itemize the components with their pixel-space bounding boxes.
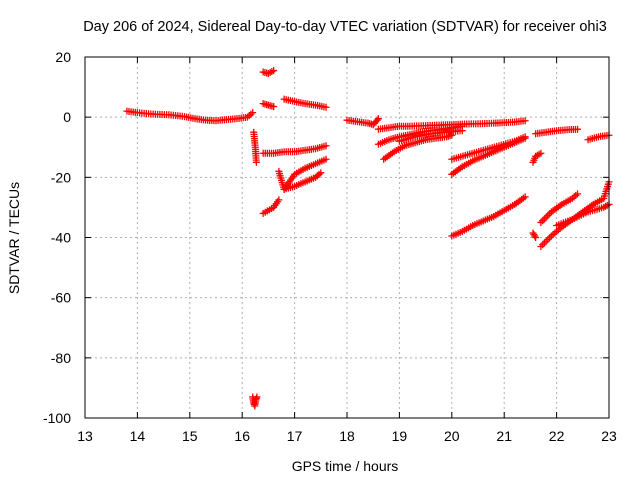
series-arc-19 — [532, 125, 582, 138]
data-point — [537, 218, 545, 226]
data-point — [270, 67, 278, 75]
data-point — [539, 217, 547, 225]
series-arc-3 — [250, 128, 260, 166]
data-point — [531, 232, 539, 240]
data-point — [322, 103, 330, 111]
x-tick-label: 19 — [392, 428, 408, 444]
data-point — [542, 237, 550, 245]
data-point — [374, 115, 382, 123]
x-axis: 13 14 15 16 17 18 19 20 21 22 23 — [77, 57, 617, 444]
data-point — [540, 239, 548, 247]
data-point — [574, 125, 582, 133]
y-tick-label: 20 — [55, 49, 71, 65]
data-point — [322, 142, 330, 150]
series-arc-14 — [380, 131, 456, 163]
x-tick-label: 16 — [234, 428, 250, 444]
y-axis: -100 -80 -60 -40 -20 0 20 — [43, 49, 609, 426]
series-arc-16 — [448, 133, 529, 163]
y-tick-label: -100 — [43, 410, 71, 426]
series-arc-1 — [123, 107, 257, 125]
series-arc-15 — [395, 127, 466, 145]
series-arc-21 — [529, 229, 540, 241]
series-arc-20 — [529, 149, 545, 166]
series-arc-17 — [448, 134, 529, 178]
data-point — [540, 215, 548, 223]
data-point — [373, 116, 381, 124]
x-tick-label: 21 — [496, 428, 512, 444]
data-point — [521, 193, 529, 201]
x-tick-label: 15 — [182, 428, 198, 444]
data-point — [270, 103, 278, 111]
data-point — [544, 211, 552, 219]
data-point — [252, 158, 260, 166]
series-arc-25 — [584, 131, 613, 144]
series-arc-9 — [259, 196, 283, 217]
y-tick-label: -20 — [51, 169, 71, 185]
x-tick-label: 22 — [549, 428, 565, 444]
x-axis-label: GPS time / hours — [292, 458, 399, 474]
data-point — [539, 241, 547, 249]
data-points — [123, 67, 613, 410]
data-point — [317, 169, 325, 177]
y-tick-label: -80 — [51, 350, 71, 366]
data-point — [275, 196, 283, 204]
x-tick-label: 23 — [601, 428, 617, 444]
grid — [85, 57, 609, 418]
y-axis-label: SDTVAR / TECUs — [6, 182, 22, 294]
series-arc-2 — [249, 393, 261, 410]
data-point — [542, 213, 550, 221]
x-tick-label: 13 — [77, 428, 93, 444]
y-tick-label: -60 — [51, 290, 71, 306]
series-arc-6 — [280, 95, 330, 111]
series-arc-7 — [259, 142, 330, 157]
chart-title: Day 206 of 2024, Sidereal Day-to-day VTE… — [83, 19, 607, 35]
data-point — [537, 149, 545, 157]
y-tick-label: 0 — [63, 109, 71, 125]
series-arc-22 — [537, 190, 582, 226]
series-arc-18 — [448, 193, 529, 240]
data-point — [537, 243, 545, 251]
data-point — [532, 234, 540, 241]
data-point — [546, 234, 554, 242]
data-point — [253, 393, 261, 401]
data-point — [448, 131, 456, 139]
series-arc-4 — [259, 67, 278, 78]
data-point — [521, 134, 529, 142]
series-arc-8 — [275, 155, 330, 193]
x-tick-label: 18 — [339, 428, 355, 444]
series-arc-24 — [553, 200, 613, 229]
y-tick-label: -40 — [51, 230, 71, 246]
x-tick-label: 14 — [130, 428, 146, 444]
data-point — [249, 109, 257, 117]
data-point — [458, 127, 466, 135]
series-arc-10 — [280, 169, 325, 193]
series-arc-5 — [259, 100, 278, 111]
x-tick-label: 17 — [287, 428, 303, 444]
series-arc-11 — [343, 115, 382, 129]
data-point — [521, 117, 529, 125]
data-point — [322, 155, 330, 163]
data-point — [574, 190, 582, 198]
x-tick-label: 20 — [444, 428, 460, 444]
